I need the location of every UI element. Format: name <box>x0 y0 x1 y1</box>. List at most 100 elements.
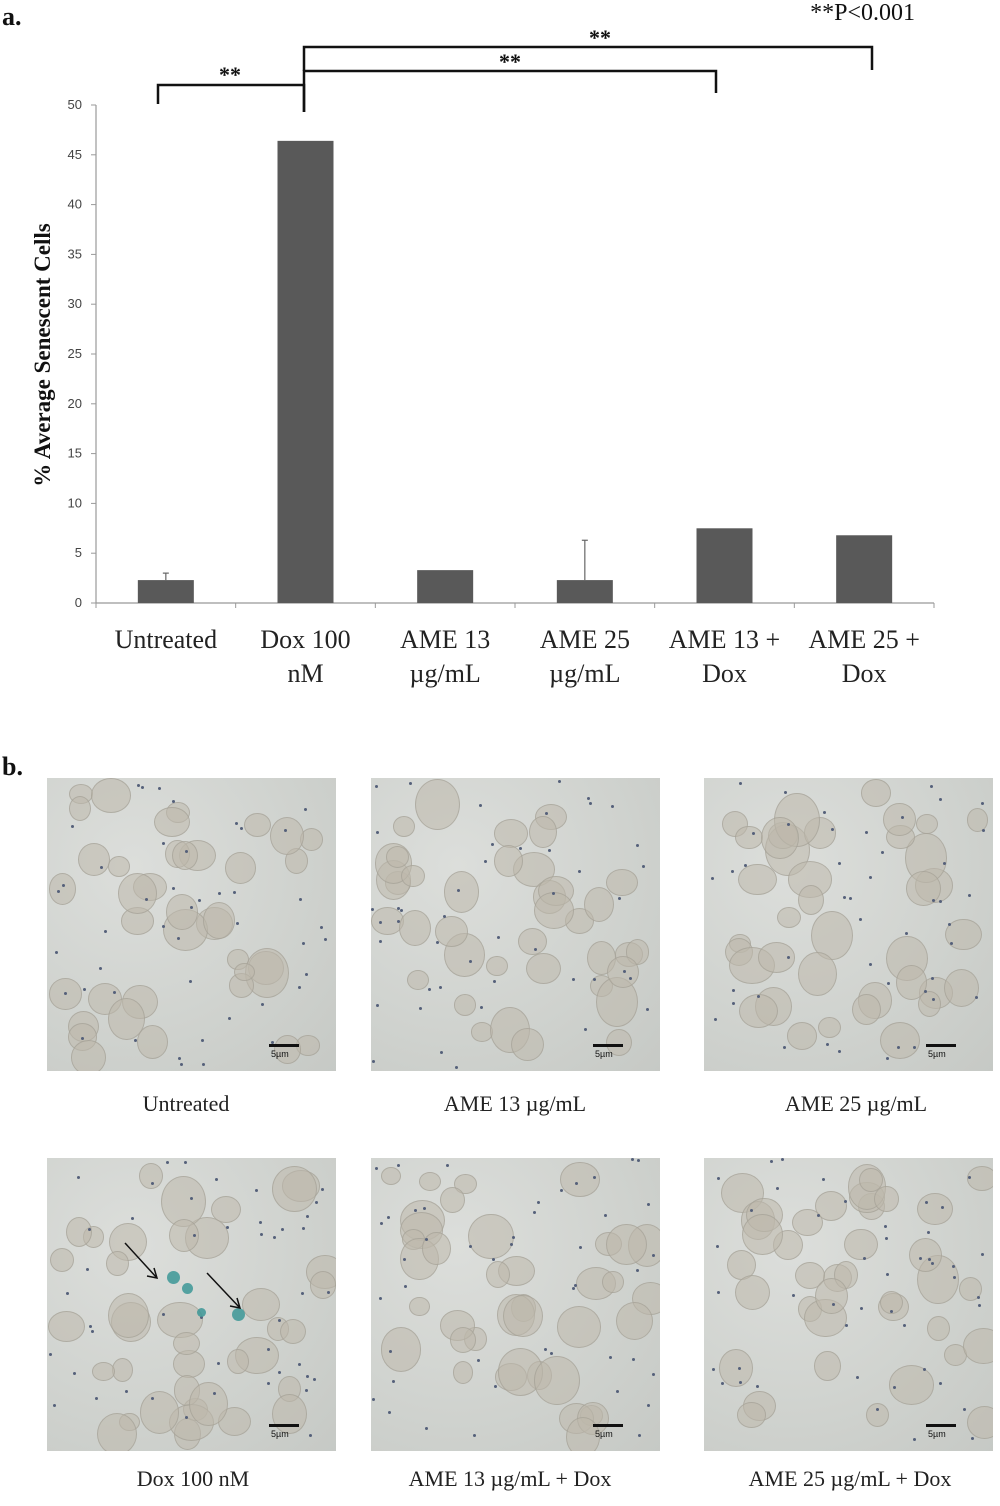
chart-category-labels: Untreated Dox 100 nM AME 13 µg/mL AME 25 µg/mL… <box>115 625 920 688</box>
cell-shape <box>77 842 111 877</box>
stain-dot <box>837 1049 841 1053</box>
cell-shape <box>786 1022 817 1050</box>
cell-shape <box>556 1306 602 1349</box>
stain-dot <box>792 1293 796 1297</box>
bar <box>836 535 893 603</box>
arrow-icon <box>124 1242 158 1279</box>
stain-dot <box>271 1041 275 1045</box>
stain-dot <box>783 791 787 795</box>
stain-dot <box>940 1205 944 1209</box>
cell-shape <box>528 815 557 849</box>
cell-shape <box>734 1274 771 1311</box>
stain-dot <box>145 898 149 902</box>
stain-dot <box>428 987 432 991</box>
stain-dot <box>968 1176 972 1180</box>
stain-dot <box>403 1285 407 1289</box>
stain-dot <box>886 1272 890 1276</box>
stain-dot <box>189 1196 193 1200</box>
stain-dot <box>924 990 928 994</box>
cell-shape <box>415 778 461 831</box>
cell-shape <box>49 978 82 1010</box>
stain-dot <box>439 986 443 990</box>
stain-dot <box>396 1163 400 1167</box>
cell-shape <box>92 1362 115 1381</box>
stain-dot <box>497 936 501 940</box>
stain-dot <box>904 932 908 936</box>
stain-dot <box>938 899 942 903</box>
cell-shape <box>234 962 255 981</box>
stain-dot <box>301 941 305 945</box>
stain-dot <box>280 1228 284 1232</box>
stain-dot <box>379 921 383 925</box>
bar <box>137 580 194 603</box>
cell-shape <box>50 1248 75 1273</box>
cell-shape <box>452 1361 474 1385</box>
y-tick-label: 50 <box>68 97 82 112</box>
stain-dot <box>161 924 165 928</box>
stain-dot <box>57 890 61 894</box>
cell-shape <box>449 1327 477 1353</box>
stain-dot <box>273 1236 277 1240</box>
significance-marker: ** <box>219 62 241 87</box>
caption-ame-13-dox: AME 13 µg/mL + Dox <box>408 1466 612 1491</box>
stain-dot <box>574 1283 578 1287</box>
cell-shape <box>493 819 528 848</box>
stain-dot <box>821 1178 825 1182</box>
cell-shape <box>121 907 154 935</box>
stain-dot <box>739 782 743 786</box>
stain-dot <box>930 1262 934 1266</box>
stain-dot <box>443 914 447 918</box>
stain-dot <box>913 1046 917 1050</box>
cell-shape <box>202 902 235 939</box>
stain-dot <box>200 1315 204 1319</box>
stain-dot <box>885 1237 889 1241</box>
caption-dox-100: Dox 100 nM <box>136 1466 250 1491</box>
cell-shape <box>865 1402 889 1427</box>
stain-dot <box>572 977 576 981</box>
micrograph-dox-100: 5µm <box>47 1158 336 1451</box>
significance-brackets: ** ** ** <box>156 25 874 112</box>
stain-dot <box>635 1268 639 1272</box>
cell-shape <box>96 1413 137 1451</box>
stain-dot <box>831 1303 835 1307</box>
cell-shape <box>494 844 524 877</box>
stain-dot <box>618 897 622 901</box>
stain-dot <box>550 1352 554 1356</box>
stain-dot <box>113 991 117 995</box>
stain-dot <box>545 812 549 816</box>
stain-dot <box>863 1256 867 1260</box>
stain-dot <box>629 976 633 980</box>
stain-dot <box>425 1238 429 1242</box>
panel-b-letter: b. <box>2 752 23 781</box>
stain-dot <box>712 1368 716 1372</box>
cell-shape <box>879 1291 903 1315</box>
stain-dot <box>981 801 985 805</box>
stain-dot <box>750 1208 754 1212</box>
category-label: Untreated <box>115 625 218 654</box>
scale-label: 5µm <box>595 1049 613 1059</box>
cell-shape <box>798 952 837 997</box>
stain-dot <box>49 1353 52 1357</box>
cell-shape <box>606 869 638 896</box>
stain-dot <box>61 884 65 888</box>
scale-label: 5µm <box>595 1429 613 1439</box>
stain-dot <box>732 1002 736 1006</box>
caption-untreated: Untreated <box>142 1091 230 1116</box>
cell-shape <box>967 1166 993 1191</box>
cell-shape <box>739 994 779 1029</box>
cell-shape <box>153 806 191 838</box>
micrograph-ame-25-dox: 5µm <box>704 1158 993 1451</box>
cell-shape <box>309 1271 336 1299</box>
category-label: AME 25 + <box>808 625 919 654</box>
stain-dot <box>259 1233 263 1237</box>
stain-dot <box>392 1379 396 1383</box>
cell-shape <box>380 1327 422 1372</box>
stain-dot <box>948 923 952 927</box>
cell-shape <box>761 816 799 859</box>
arrow-icon <box>206 1272 241 1309</box>
stain-dot <box>782 1045 786 1049</box>
cell-shape <box>906 870 941 906</box>
stain-dot <box>574 1181 578 1185</box>
cell-shape <box>879 1021 921 1059</box>
stain-dot <box>769 1160 773 1164</box>
